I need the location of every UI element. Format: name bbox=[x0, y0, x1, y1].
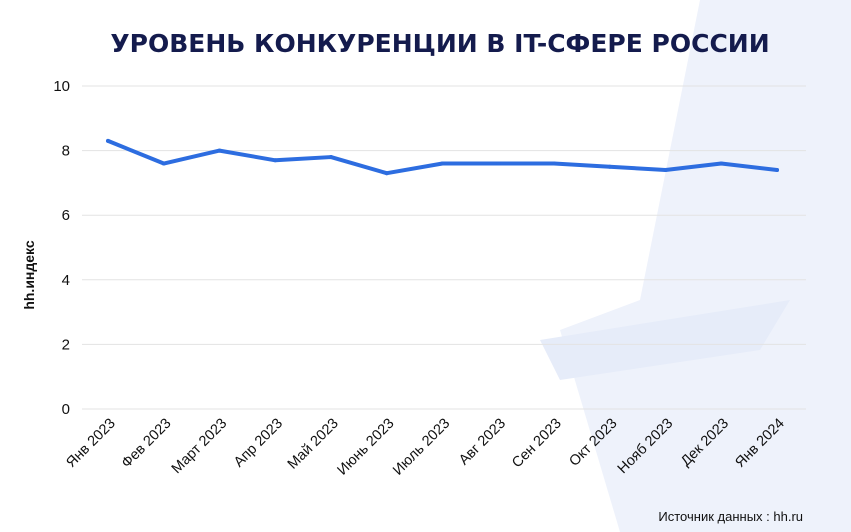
y-tick-label: 6 bbox=[62, 207, 70, 224]
x-tick-label: Март 2023 bbox=[169, 416, 231, 478]
y-axis-label: hh.индекс bbox=[21, 240, 37, 310]
x-tick-label: Апр 2023 bbox=[231, 416, 286, 471]
data-point bbox=[329, 155, 333, 160]
data-point bbox=[273, 158, 278, 163]
data-point bbox=[552, 161, 556, 166]
y-tick-label: 2 bbox=[62, 336, 70, 353]
data-point bbox=[161, 161, 166, 166]
x-tick-label: Июль 2023 bbox=[390, 416, 453, 479]
x-tick-label: Июнь 2023 bbox=[335, 416, 398, 479]
series-layer bbox=[106, 138, 779, 176]
x-tick-label: Янв 2023 bbox=[63, 416, 118, 471]
watermark-shape bbox=[540, 0, 851, 532]
x-tick-label: Май 2023 bbox=[285, 416, 342, 473]
data-point bbox=[719, 161, 724, 166]
data-point bbox=[607, 164, 612, 169]
y-tick-label: 8 bbox=[62, 143, 70, 160]
x-tick-label: Авг 2023 bbox=[456, 416, 509, 469]
data-point bbox=[106, 138, 110, 143]
y-axis-ticks: 0 2 4 6 8 10 bbox=[53, 78, 70, 418]
data-point bbox=[663, 167, 668, 172]
y-tick-label: 4 bbox=[62, 272, 70, 289]
data-point bbox=[496, 161, 501, 166]
chart-title: УРОВЕНЬ КОНКУРЕНЦИИ В IT-СФЕРЕ РОССИИ bbox=[110, 29, 769, 58]
source-note: Источник данных : hh.ru bbox=[658, 509, 803, 524]
x-tick-label: Сен 2023 bbox=[509, 416, 565, 472]
grid bbox=[82, 85, 806, 410]
data-point bbox=[775, 167, 779, 172]
data-point bbox=[217, 148, 222, 153]
y-tick-label: 0 bbox=[62, 401, 70, 418]
x-tick-label: Фев 2023 bbox=[119, 416, 175, 472]
data-point bbox=[384, 171, 389, 176]
data-point bbox=[440, 161, 445, 166]
y-tick-label: 10 bbox=[53, 78, 70, 95]
